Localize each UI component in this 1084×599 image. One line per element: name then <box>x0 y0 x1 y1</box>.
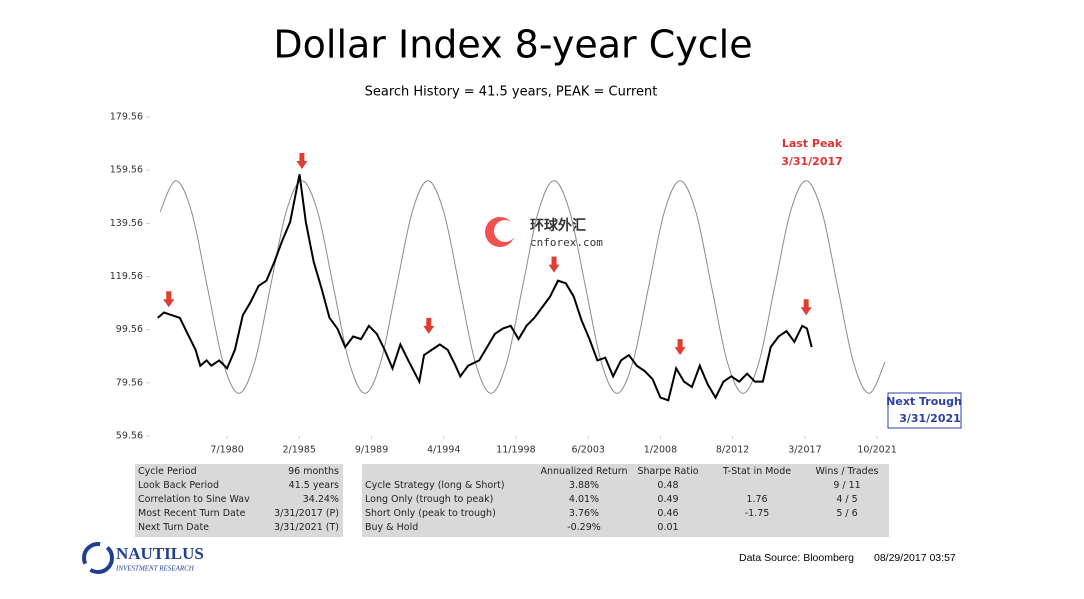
table-cell: 0.49 <box>657 494 679 505</box>
table-cell: Next Turn Date <box>138 522 210 533</box>
x-tick-label: 3/2017 <box>788 445 821 456</box>
turn-marker <box>296 152 308 169</box>
table-cell: 1.76 <box>746 494 768 505</box>
table-cell: Cycle Strategy (long & Short) <box>365 480 505 491</box>
y-tick-label: 99.56 <box>116 324 143 335</box>
annotation-box <box>887 392 962 429</box>
y-tick-label: 119.56 <box>110 271 143 282</box>
table-cell: 4.01% <box>568 494 600 505</box>
annotation: 3/31/2021 <box>899 412 961 425</box>
watermark-logo <box>494 220 516 242</box>
table-cell: 3/31/2021 (T) <box>274 522 339 533</box>
chart-title: Dollar Index 8-year Cycle <box>273 23 752 67</box>
table-cell: 9 / 11 <box>833 480 861 491</box>
table-cell: 3/31/2017 (P) <box>274 508 339 519</box>
annotation: 3/31/2017 <box>781 155 843 168</box>
source: Data Source: Bloomberg <box>739 552 854 564</box>
x-tick-label: 7/1980 <box>210 445 243 456</box>
table-cell: 5 / 6 <box>836 508 858 519</box>
table-cell: 3.88% <box>568 480 600 491</box>
x-tick-label: 8/2012 <box>716 445 749 456</box>
table-cell: Cycle Period <box>138 466 197 477</box>
table-cell: Long Only (trough to peak) <box>365 494 494 505</box>
y-tick-label: 59.56 <box>116 431 143 442</box>
y-tick-label: 139.56 <box>110 218 143 229</box>
x-tick-label: 1/2008 <box>644 445 677 456</box>
annotation: Next Trough <box>886 395 962 408</box>
table-cell: 3.76% <box>568 508 600 519</box>
table-cell: Sharpe Ratio <box>637 466 699 477</box>
turn-marker <box>674 339 686 356</box>
turn-marker <box>423 317 435 334</box>
x-tick-label: 4/1994 <box>427 445 460 456</box>
table-cell: 0.46 <box>657 508 679 519</box>
table-cell: Look Back Period <box>138 480 219 491</box>
line-series <box>159 180 886 394</box>
turn-marker <box>548 256 560 273</box>
x-tick-label: 10/2021 <box>857 445 896 456</box>
table-cell: 41.5 years <box>288 480 339 491</box>
watermark: 环球外汇 <box>530 217 586 234</box>
x-tick-label: 9/1989 <box>355 445 388 456</box>
table-cell: T-Stat in Mode <box>722 466 792 477</box>
table-cell: 4 / 5 <box>836 494 858 505</box>
x-tick-label: 6/2003 <box>572 445 605 456</box>
y-tick-label: 79.56 <box>116 377 143 388</box>
logo-text: NAUTILUS <box>116 544 204 563</box>
y-tick-label: 159.56 <box>110 165 143 176</box>
line-series <box>157 174 813 402</box>
timestamp: 08/29/2017 03:57 <box>874 552 956 564</box>
table-cell: -1.75 <box>744 508 770 519</box>
stats-table: Cycle Period 96 months Look Back Period 41.… <box>135 464 343 537</box>
table-cell: Correlation to Sine Wav <box>138 494 250 505</box>
table-cell: 0.01 <box>657 522 679 533</box>
table-cell: 96 months <box>288 466 339 477</box>
table-cell: -0.29% <box>567 522 601 533</box>
table-cell: Most Recent Turn Date <box>138 508 246 519</box>
watermark: cnforex.com <box>530 236 603 249</box>
logo-subtext: INVESTMENT RESEARCH <box>115 565 195 573</box>
table-cell: 34.24% <box>302 494 339 505</box>
chart-subtitle: Search History = 41.5 years, PEAK = Curr… <box>365 85 658 100</box>
table-cell: Short Only (peak to trough) <box>365 508 496 519</box>
table-cell: Annualized Return <box>540 466 628 477</box>
strategy-table: Annualized Return Sharpe Ratio T-Stat in M… <box>362 464 889 537</box>
turn-marker <box>800 299 812 316</box>
x-tick-label: 11/1998 <box>496 445 535 456</box>
annotation: Last Peak <box>782 137 843 150</box>
turn-marker <box>163 291 175 308</box>
x-tick-label: 2/1985 <box>283 445 316 456</box>
table-cell: Buy & Hold <box>365 522 419 533</box>
y-tick-label: 179.56 <box>110 112 143 123</box>
logo: NAUTILUS INVESTMENT RESEARCH <box>82 542 204 574</box>
table-cell: 0.48 <box>657 480 679 491</box>
logo-swirl <box>82 542 114 574</box>
table-cell: Wins / Trades <box>815 466 879 477</box>
